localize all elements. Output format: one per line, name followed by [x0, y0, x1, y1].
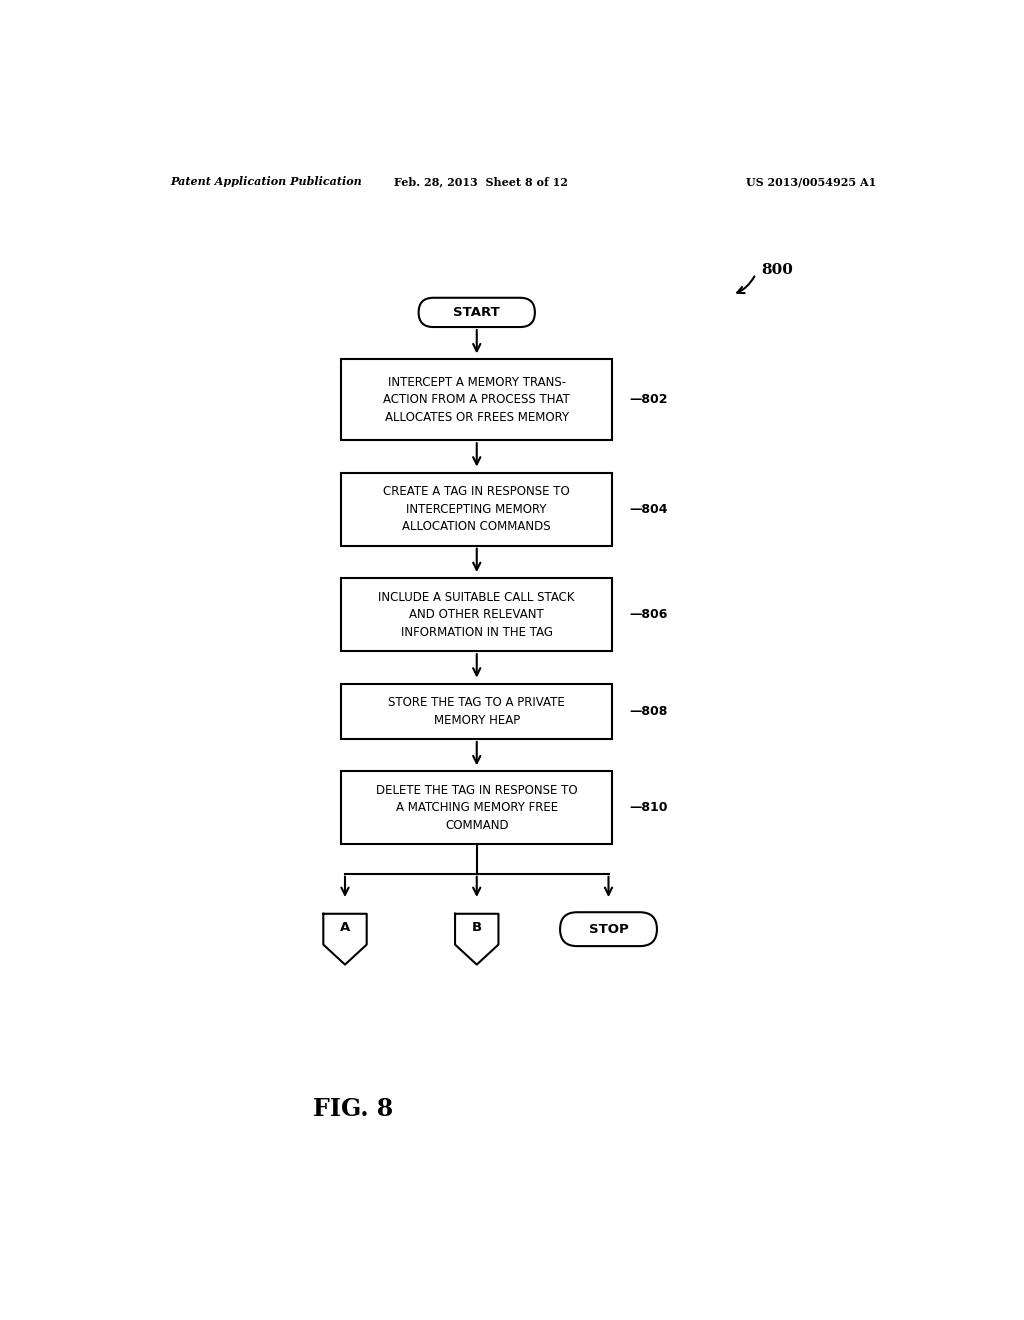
FancyBboxPatch shape: [419, 298, 535, 327]
Bar: [341, 359, 612, 441]
Bar: [341, 578, 612, 651]
Text: —806: —806: [630, 609, 668, 622]
FancyBboxPatch shape: [560, 912, 657, 946]
Text: —802: —802: [630, 393, 668, 407]
Text: A: A: [340, 921, 350, 935]
Bar: [341, 473, 612, 545]
Text: INTERCEPT A MEMORY TRANS-
ACTION FROM A PROCESS THAT
ALLOCATES OR FREES MEMORY: INTERCEPT A MEMORY TRANS- ACTION FROM A …: [383, 376, 570, 424]
Text: US 2013/0054925 A1: US 2013/0054925 A1: [745, 176, 876, 187]
Polygon shape: [455, 913, 499, 965]
Text: START: START: [454, 306, 500, 319]
Text: 800: 800: [761, 263, 793, 277]
Text: FIG. 8: FIG. 8: [312, 1097, 393, 1122]
Text: —810: —810: [630, 801, 668, 814]
Text: DELETE THE TAG IN RESPONSE TO
A MATCHING MEMORY FREE
COMMAND: DELETE THE TAG IN RESPONSE TO A MATCHING…: [376, 784, 578, 832]
Text: —808: —808: [630, 705, 668, 718]
Text: B: B: [472, 921, 482, 935]
Text: STORE THE TAG TO A PRIVATE
MEMORY HEAP: STORE THE TAG TO A PRIVATE MEMORY HEAP: [388, 696, 565, 726]
Text: Patent Application Publication: Patent Application Publication: [171, 176, 362, 187]
Text: —804: —804: [630, 503, 668, 516]
Text: INCLUDE A SUITABLE CALL STACK
AND OTHER RELEVANT
INFORMATION IN THE TAG: INCLUDE A SUITABLE CALL STACK AND OTHER …: [379, 590, 575, 639]
Bar: [341, 771, 612, 845]
Polygon shape: [324, 913, 367, 965]
Text: CREATE A TAG IN RESPONSE TO
INTERCEPTING MEMORY
ALLOCATION COMMANDS: CREATE A TAG IN RESPONSE TO INTERCEPTING…: [383, 486, 570, 533]
Text: Feb. 28, 2013  Sheet 8 of 12: Feb. 28, 2013 Sheet 8 of 12: [393, 176, 567, 187]
Text: STOP: STOP: [589, 923, 629, 936]
Bar: [341, 684, 612, 739]
